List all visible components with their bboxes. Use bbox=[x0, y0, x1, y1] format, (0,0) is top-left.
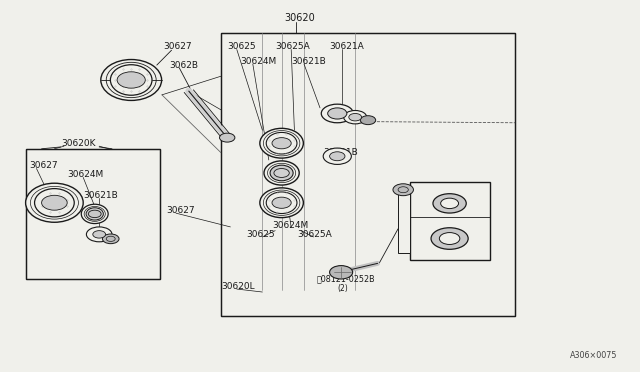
Circle shape bbox=[330, 266, 353, 279]
Circle shape bbox=[274, 169, 289, 177]
Circle shape bbox=[220, 133, 235, 142]
Ellipse shape bbox=[110, 65, 152, 95]
Text: 30627: 30627 bbox=[29, 161, 58, 170]
Ellipse shape bbox=[270, 165, 293, 181]
Text: 30624M: 30624M bbox=[240, 57, 276, 66]
Circle shape bbox=[433, 194, 466, 213]
Bar bbox=[410, 182, 490, 260]
Ellipse shape bbox=[26, 183, 83, 222]
Circle shape bbox=[117, 72, 145, 88]
Bar bbox=[398, 190, 410, 253]
Circle shape bbox=[393, 184, 413, 196]
Text: 30627: 30627 bbox=[166, 206, 195, 215]
Ellipse shape bbox=[100, 60, 161, 100]
Text: 30621B: 30621B bbox=[83, 191, 118, 200]
Text: 30624M: 30624M bbox=[67, 170, 104, 179]
Circle shape bbox=[321, 104, 353, 123]
Ellipse shape bbox=[264, 161, 300, 185]
Circle shape bbox=[431, 228, 468, 249]
Text: 30620L: 30620L bbox=[221, 282, 255, 291]
Text: 30624M: 30624M bbox=[272, 221, 308, 230]
Text: 30620: 30620 bbox=[285, 13, 316, 23]
Ellipse shape bbox=[266, 192, 297, 214]
Circle shape bbox=[42, 195, 67, 210]
Text: Ⓑ08121-0252B: Ⓑ08121-0252B bbox=[317, 275, 376, 283]
Circle shape bbox=[360, 116, 376, 125]
Ellipse shape bbox=[260, 188, 303, 218]
Text: 30625: 30625 bbox=[246, 230, 275, 239]
Bar bbox=[26, 149, 160, 279]
Circle shape bbox=[441, 198, 458, 209]
Circle shape bbox=[330, 152, 345, 161]
Circle shape bbox=[323, 148, 351, 164]
Circle shape bbox=[102, 234, 119, 244]
Circle shape bbox=[86, 227, 112, 242]
Bar bbox=[221, 33, 515, 316]
Text: 30621B: 30621B bbox=[323, 148, 358, 157]
Text: A306×0075: A306×0075 bbox=[570, 351, 618, 360]
Text: 30627: 30627 bbox=[163, 42, 192, 51]
Circle shape bbox=[88, 210, 101, 218]
Text: 30625: 30625 bbox=[227, 42, 256, 51]
Text: 30621B: 30621B bbox=[291, 57, 326, 66]
Circle shape bbox=[93, 231, 106, 238]
Text: 30620K: 30620K bbox=[61, 139, 95, 148]
Ellipse shape bbox=[86, 208, 104, 220]
Circle shape bbox=[272, 138, 291, 149]
Ellipse shape bbox=[35, 189, 74, 217]
Ellipse shape bbox=[260, 128, 303, 158]
Circle shape bbox=[349, 113, 362, 121]
Text: (2): (2) bbox=[337, 284, 348, 293]
Circle shape bbox=[440, 232, 460, 244]
Circle shape bbox=[272, 197, 291, 208]
Text: 30625A: 30625A bbox=[298, 230, 332, 239]
Circle shape bbox=[328, 108, 347, 119]
Ellipse shape bbox=[81, 204, 108, 224]
Bar bbox=[221, 33, 515, 316]
Text: 30621A: 30621A bbox=[330, 42, 364, 51]
Text: 3062B: 3062B bbox=[170, 61, 198, 70]
Text: 30625A: 30625A bbox=[275, 42, 310, 51]
Circle shape bbox=[344, 110, 367, 124]
Bar bbox=[26, 149, 160, 279]
Ellipse shape bbox=[266, 132, 297, 154]
